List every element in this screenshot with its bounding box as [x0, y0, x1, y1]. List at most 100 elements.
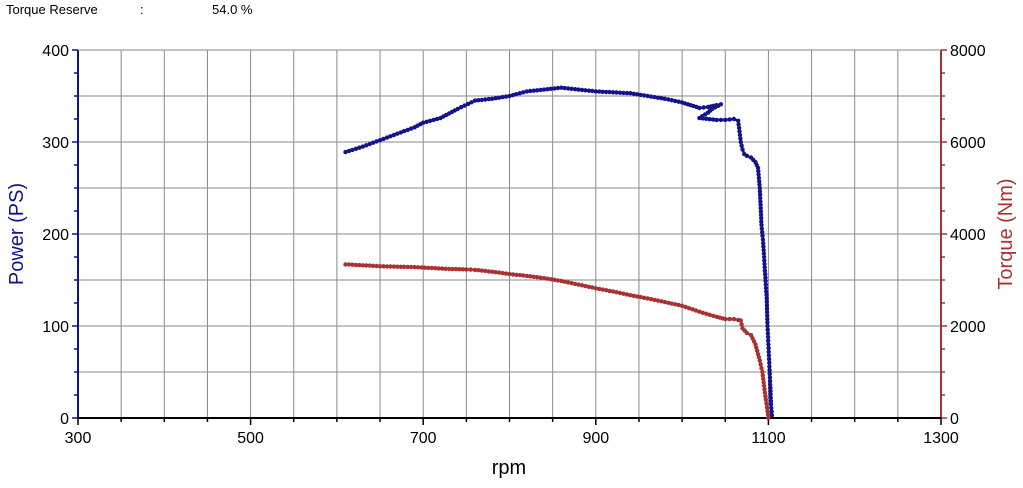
power-point — [711, 117, 716, 122]
power-point — [758, 202, 763, 207]
torque-point — [472, 267, 478, 273]
power-point — [737, 129, 742, 134]
power-point — [736, 118, 741, 124]
torque-point — [507, 271, 512, 277]
power-point — [762, 258, 767, 263]
power-point — [514, 92, 519, 97]
torque-point — [370, 263, 376, 268]
power-point — [764, 306, 770, 311]
power-point — [738, 136, 743, 141]
power-point — [738, 139, 743, 145]
torque-point — [408, 264, 414, 270]
power-point — [768, 388, 773, 394]
torque-point — [429, 265, 434, 271]
power-point — [427, 118, 433, 124]
power-point — [766, 345, 771, 351]
power-point — [593, 89, 598, 94]
power-point — [343, 149, 348, 155]
power-point — [766, 349, 771, 354]
torque-reserve-separator: : — [140, 2, 144, 17]
torque-point — [662, 299, 667, 305]
power-point — [758, 195, 763, 201]
torque-point — [641, 295, 647, 300]
power-point — [405, 127, 410, 133]
torque-point — [648, 296, 654, 302]
torque-point — [360, 263, 365, 268]
power-point — [763, 275, 768, 280]
torque-point — [638, 294, 643, 300]
torque-point — [398, 264, 403, 269]
power-point — [528, 88, 533, 94]
power-point — [517, 91, 523, 96]
power-point — [757, 179, 762, 184]
power-point — [569, 86, 574, 92]
power-point — [757, 182, 762, 187]
y-tick-label-left: 400 — [42, 43, 69, 60]
power-point — [763, 278, 768, 284]
torque-point — [524, 273, 529, 279]
torque-point — [500, 270, 505, 276]
torque-point — [384, 264, 390, 269]
torque-point — [738, 318, 743, 323]
power-point — [697, 115, 702, 121]
power-point — [500, 94, 505, 100]
power-curve — [345, 86, 774, 416]
torque-point — [479, 268, 485, 273]
power-point — [607, 89, 612, 95]
power-point — [374, 139, 379, 144]
torque-point — [572, 281, 578, 287]
y-axis-title-power: Power (PS) — [6, 183, 28, 285]
torque-point — [635, 294, 640, 299]
torque-point — [597, 286, 602, 292]
y-tick-label-left: 200 — [42, 227, 69, 244]
power-point — [510, 92, 516, 98]
torque-point — [415, 265, 421, 270]
torque-point — [450, 266, 455, 272]
torque-point — [679, 303, 685, 308]
torque-curve — [345, 263, 770, 419]
power-point — [768, 398, 774, 404]
power-point — [767, 371, 772, 376]
power-point — [472, 98, 478, 103]
torque-point — [517, 272, 523, 278]
torque-point — [381, 264, 386, 269]
power-point — [763, 282, 768, 287]
power-point — [388, 134, 393, 139]
power-point — [486, 96, 491, 102]
torque-point — [739, 322, 744, 327]
torque-point — [700, 310, 705, 315]
power-point — [676, 99, 681, 104]
power-point — [727, 117, 732, 122]
x-tick-label: 500 — [237, 430, 264, 447]
torque-point — [764, 401, 769, 406]
torque-point — [426, 265, 431, 271]
power-point — [521, 90, 526, 95]
torque-point — [676, 302, 681, 308]
torque-point — [586, 284, 592, 289]
torque-point — [645, 296, 650, 301]
torque-point — [483, 268, 488, 274]
torque-point — [548, 277, 554, 282]
power-point — [701, 105, 706, 110]
torque-point — [762, 387, 767, 392]
power-point — [431, 117, 436, 123]
power-point — [767, 364, 772, 369]
power-point — [760, 237, 766, 242]
power-point — [659, 96, 664, 101]
torque-point — [559, 278, 564, 284]
torque-point — [765, 408, 770, 414]
torque-point — [707, 312, 712, 317]
power-point — [617, 90, 623, 95]
power-point — [377, 138, 383, 143]
y-tick-label-left: 300 — [42, 135, 69, 152]
y-tick-label-right: 8000 — [950, 43, 986, 60]
power-point — [384, 135, 390, 140]
power-point — [360, 144, 365, 149]
torque-point — [593, 286, 598, 291]
torque-point — [763, 397, 768, 402]
torque-point — [391, 264, 397, 269]
power-point — [757, 189, 763, 194]
power-point — [768, 395, 773, 400]
torque-point — [690, 307, 695, 312]
